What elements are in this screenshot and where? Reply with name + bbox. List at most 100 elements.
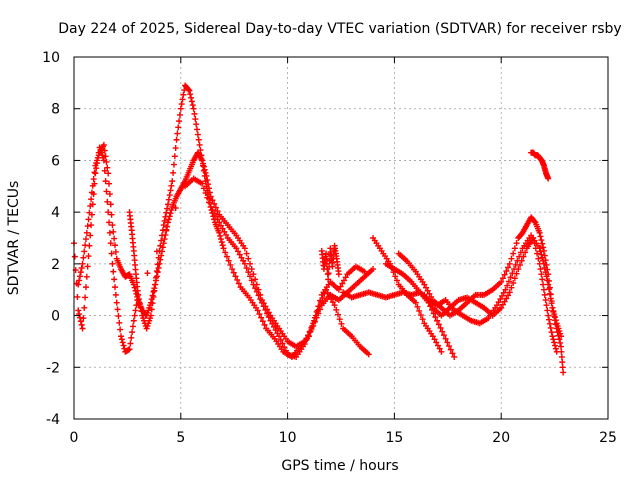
data-point [436, 345, 443, 352]
data-point [175, 124, 182, 131]
data-point [129, 329, 136, 336]
data-point [434, 317, 441, 324]
data-point [150, 288, 157, 295]
data-point [112, 284, 119, 291]
data-point [240, 257, 247, 264]
data-point [335, 311, 342, 318]
data-point [444, 339, 451, 346]
data-point [559, 359, 566, 366]
data-point [74, 293, 81, 300]
data-point [537, 233, 544, 240]
data-point [232, 273, 239, 280]
data-point [106, 191, 113, 198]
data-point [315, 303, 322, 310]
data-point [392, 273, 399, 280]
data-point [550, 336, 557, 343]
data-point [104, 164, 111, 171]
data-point [129, 323, 136, 330]
data-point [117, 333, 124, 340]
data-point [178, 101, 185, 108]
y-tick-label: -4 [46, 412, 60, 428]
data-point [82, 236, 89, 243]
data-point [77, 318, 84, 325]
data-point [365, 351, 372, 358]
data-point [449, 350, 456, 357]
data-point [317, 297, 324, 304]
data-point [317, 306, 324, 313]
data-point [168, 182, 175, 189]
data-point [100, 141, 107, 148]
data-point [194, 131, 201, 138]
data-point [111, 235, 118, 242]
x-tick-label: 0 [70, 430, 79, 446]
data-point [499, 301, 506, 308]
data-point [188, 94, 195, 101]
y-tick-label: 10 [42, 50, 60, 66]
data-point [108, 250, 115, 257]
data-point [235, 248, 242, 255]
data-point [247, 273, 254, 280]
data-point [282, 347, 289, 354]
data-point [342, 274, 349, 281]
data-point [556, 336, 563, 343]
data-point [503, 268, 510, 275]
data-point [548, 300, 555, 307]
data-point [131, 312, 138, 319]
data-point [536, 260, 543, 267]
data-point [558, 343, 565, 350]
data-point [126, 346, 133, 353]
data-point [507, 274, 514, 281]
data-point [516, 261, 523, 268]
data-point [424, 287, 431, 294]
data-point [102, 153, 109, 160]
data-point [501, 298, 508, 305]
data-point [163, 226, 170, 233]
data-point [155, 264, 162, 271]
data-point [84, 263, 91, 270]
data-point [172, 205, 179, 212]
data-point [112, 242, 119, 249]
data-point [498, 278, 505, 285]
data-point [241, 260, 248, 267]
axis-ticks [73, 56, 609, 420]
data-point [161, 236, 168, 243]
data-point [329, 299, 336, 306]
data-point [262, 306, 269, 313]
data-point [190, 105, 197, 112]
data-point [546, 286, 553, 293]
data-point [545, 175, 552, 182]
data-point [153, 248, 160, 255]
data-point [557, 339, 564, 346]
data-point [88, 196, 95, 203]
data-point [76, 273, 83, 280]
data-point [223, 253, 230, 260]
data-point [541, 291, 548, 298]
data-point [166, 213, 173, 220]
data-point [113, 299, 120, 306]
data-point [217, 232, 224, 239]
data-point [83, 273, 90, 280]
data-point [446, 343, 453, 350]
data-point [540, 257, 547, 264]
data-point [546, 290, 553, 297]
data-point [173, 136, 180, 143]
data-point [188, 98, 195, 105]
data-point [546, 316, 553, 323]
data-point [160, 240, 167, 247]
data-point [260, 303, 267, 310]
data-point [87, 202, 94, 209]
data-point [127, 340, 134, 347]
data-point [421, 281, 428, 288]
data-point [75, 307, 82, 314]
data-point [204, 177, 211, 184]
data-point [154, 269, 161, 276]
data-point [209, 207, 216, 214]
data-point [510, 250, 517, 257]
data-point [195, 136, 202, 143]
data-point [303, 336, 310, 343]
data-point [78, 264, 85, 271]
data-point [431, 336, 438, 343]
data-point [205, 185, 212, 192]
data-point [276, 333, 283, 340]
